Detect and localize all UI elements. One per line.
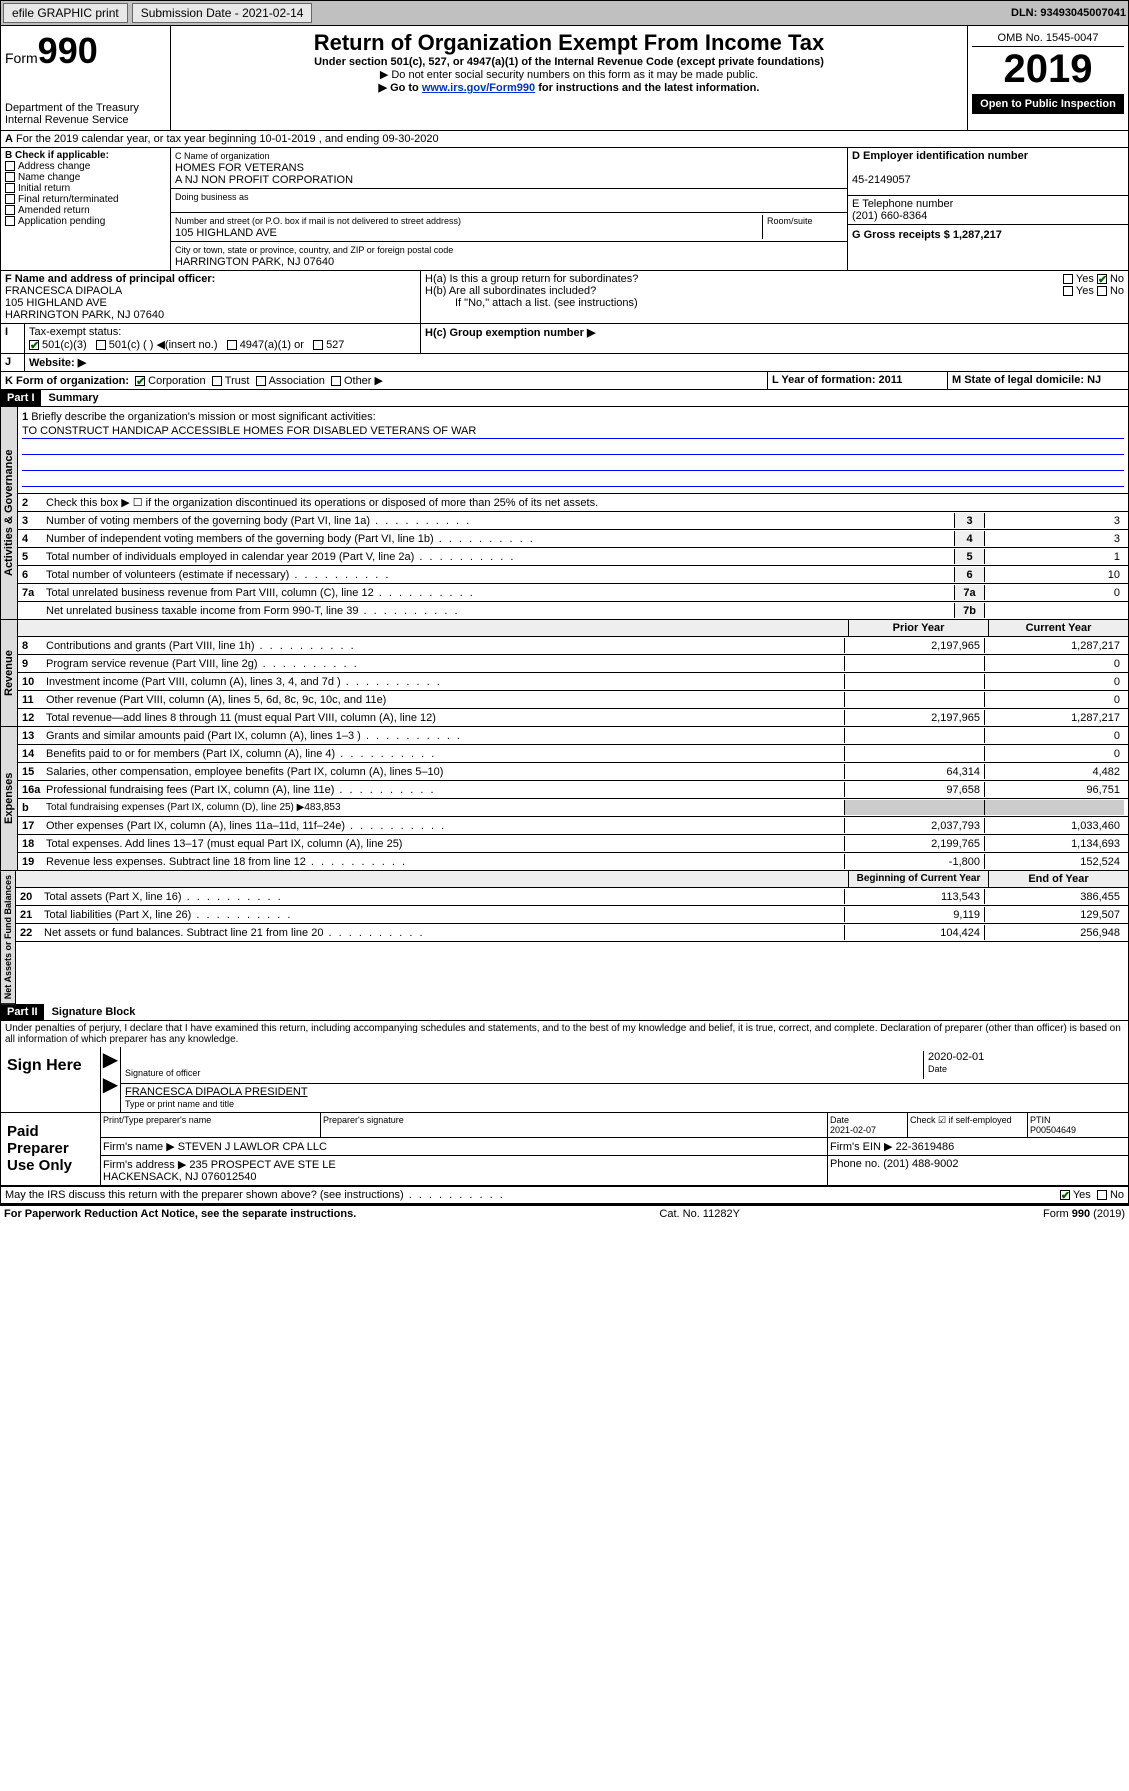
b-header: B Check if applicable: <box>5 150 109 161</box>
city-label: City or town, state or province, country… <box>175 245 453 255</box>
l7b: Net unrelated business taxable income fr… <box>46 605 954 617</box>
row-f-h: F Name and address of principal officer:… <box>0 271 1129 324</box>
subtitle-3: ▶ Go to www.irs.gov/Form990 for instruct… <box>175 81 963 94</box>
form-header: Form990 Department of the Treasury Inter… <box>0 26 1129 131</box>
addr-label: Number and street (or P.O. box if mail i… <box>175 216 461 226</box>
officer-printed-name: FRANCESCA DIPAOLA PRESIDENT <box>125 1086 308 1098</box>
c-name-label: C Name of organization <box>175 151 270 161</box>
section-expenses: Expenses 13Grants and similar amounts pa… <box>0 727 1129 871</box>
dba-label: Doing business as <box>175 192 249 202</box>
org-name: HOMES FOR VETERANS A NJ NON PROFIT CORPO… <box>175 162 353 186</box>
hb-subordinates: H(b) Are all subordinates included? Yes … <box>425 285 1124 297</box>
vtab-revenue: Revenue <box>0 620 18 727</box>
sig-officer-label: Signature of officer <box>125 1068 200 1078</box>
paid-preparer-label: Paid Preparer Use Only <box>1 1113 101 1185</box>
subtitle-1: Under section 501(c), 527, or 4947(a)(1)… <box>175 56 963 68</box>
row-i-hc: I Tax-exempt status: 501(c)(3) 501(c) ( … <box>0 324 1129 354</box>
d-ein-label: D Employer identification number <box>852 150 1028 162</box>
omb-number: OMB No. 1545-0047 <box>972 30 1124 47</box>
cb-amended-return[interactable]: Amended return <box>18 205 90 216</box>
hc-group-exemption: H(c) Group exemption number ▶ <box>425 327 595 339</box>
org-address: 105 HIGHLAND AVE <box>175 227 277 239</box>
l3: Number of voting members of the governin… <box>46 515 954 527</box>
phone-value: (201) 660-8364 <box>852 210 927 222</box>
form-number: Form990 <box>5 30 166 72</box>
sig-date-label: Date <box>928 1064 947 1074</box>
name-title-label: Type or print name and title <box>125 1099 234 1109</box>
top-bar: efile GRAPHIC print Submission Date - 20… <box>0 0 1129 26</box>
row-j: J Website: ▶ <box>0 354 1129 372</box>
cb-final-return[interactable]: Final return/terminated <box>18 194 119 205</box>
m-state-domicile: M State of legal domicile: NJ <box>952 374 1101 386</box>
ein-value: 45-2149057 <box>852 174 911 186</box>
l7a: Total unrelated business revenue from Pa… <box>46 587 954 599</box>
hb-note: If "No," attach a list. (see instruction… <box>425 297 1124 309</box>
paperwork-notice: For Paperwork Reduction Act Notice, see … <box>4 1208 356 1220</box>
f-officer-label: F Name and address of principal officer: <box>5 273 215 285</box>
vtab-governance: Activities & Governance <box>0 407 18 620</box>
cb-initial-return[interactable]: Initial return <box>18 183 70 194</box>
room-label: Room/suite <box>767 216 813 226</box>
vtab-net-assets: Net Assets or Fund Balances <box>0 871 16 1004</box>
l1-mission-label: Briefly describe the organization's miss… <box>31 411 375 423</box>
signature-area: Sign Here ▶▶ Signature of officer 2020-0… <box>0 1047 1129 1187</box>
footer: For Paperwork Reduction Act Notice, see … <box>0 1204 1129 1222</box>
section-revenue: Revenue Prior YearCurrent Year 8Contribu… <box>0 620 1129 727</box>
form-title: Return of Organization Exempt From Incom… <box>175 30 963 56</box>
e-phone-label: E Telephone number <box>852 198 953 210</box>
form-ref: Form 990 (2019) <box>1043 1208 1125 1220</box>
open-inspection-badge: Open to Public Inspection <box>972 94 1124 114</box>
section-governance: Activities & Governance 1 Briefly descri… <box>0 407 1129 620</box>
discuss-row: May the IRS discuss this return with the… <box>0 1187 1129 1204</box>
subtitle-2: ▶ Do not enter social security numbers o… <box>175 68 963 81</box>
l2-discontinued: Check this box ▶ ☐ if the organization d… <box>46 496 1124 509</box>
submission-date-button[interactable]: Submission Date - 2021-02-14 <box>132 3 313 23</box>
officer-name-addr: FRANCESCA DIPAOLA 105 HIGHLAND AVE HARRI… <box>5 285 164 321</box>
l4: Number of independent voting members of … <box>46 533 954 545</box>
cb-name-change[interactable]: Name change <box>18 172 80 183</box>
dln-label: DLN: 93493045007041 <box>1011 7 1126 19</box>
tax-year: 2019 <box>972 47 1124 92</box>
sig-date: 2020-02-01 <box>928 1051 984 1063</box>
row-k-l-m: K Form of organization: Corporation Trus… <box>0 372 1129 390</box>
cb-address-change[interactable]: Address change <box>18 161 90 172</box>
i-tax-exempt-label: Tax-exempt status: <box>29 326 121 338</box>
perjury-statement: Under penalties of perjury, I declare th… <box>0 1021 1129 1047</box>
part-ii-header: Part II Signature Block <box>0 1004 1129 1021</box>
cat-no: Cat. No. 11282Y <box>659 1208 740 1220</box>
sign-here-label: Sign Here <box>1 1047 101 1112</box>
org-city: HARRINGTON PARK, NJ 07640 <box>175 256 334 268</box>
l6: Total number of volunteers (estimate if … <box>46 569 954 581</box>
cb-application-pending[interactable]: Application pending <box>18 216 105 227</box>
part-i-header: Part I Summary <box>0 390 1129 407</box>
row-a-tax-year: A For the 2019 calendar year, or tax yea… <box>0 131 1129 148</box>
dept-label: Department of the Treasury Internal Reve… <box>5 102 166 126</box>
ha-group-return: H(a) Is this a group return for subordin… <box>425 273 1124 285</box>
j-website-label: Website: ▶ <box>29 357 86 369</box>
vtab-expenses: Expenses <box>0 727 18 871</box>
mission-text: TO CONSTRUCT HANDICAP ACCESSIBLE HOMES F… <box>22 425 1124 439</box>
g-gross-receipts: G Gross receipts $ 1,287,217 <box>852 229 1002 241</box>
section-b-to-g: B Check if applicable: Address change Na… <box>0 148 1129 271</box>
l-year-formation: L Year of formation: 2011 <box>772 374 902 386</box>
form990-link[interactable]: www.irs.gov/Form990 <box>422 82 535 94</box>
section-net-assets: Net Assets or Fund Balances Beginning of… <box>0 871 1129 1004</box>
l5: Total number of individuals employed in … <box>46 551 954 563</box>
efile-print-button[interactable]: efile GRAPHIC print <box>3 3 128 23</box>
